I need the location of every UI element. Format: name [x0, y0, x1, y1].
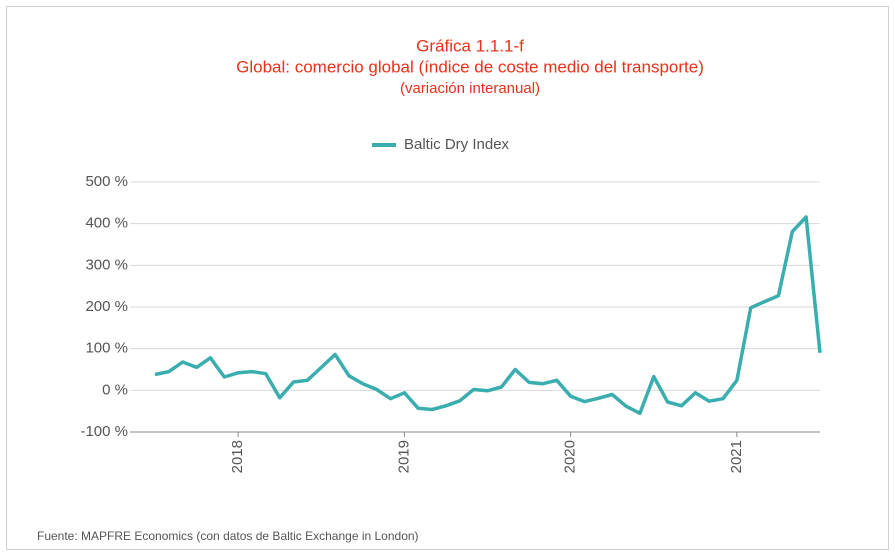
y-tick-label: 100 % [85, 340, 128, 357]
frame [6, 6, 889, 550]
x-tick-label: 2018 [229, 440, 246, 473]
chart-subtitle: (variación interanual) [400, 80, 540, 97]
chart-subtitle: Global: comercio global (índice de coste… [236, 57, 704, 76]
data-line [154, 215, 822, 416]
y-tick-label: -100 % [80, 423, 128, 440]
x-tick-label: 2021 [728, 440, 745, 473]
x-tick-label: 2020 [562, 440, 579, 473]
legend-label: Baltic Dry Index [404, 136, 510, 153]
y-tick-label: 300 % [85, 256, 128, 273]
source-note: Fuente: MAPFRE Economics (con datos de B… [37, 529, 419, 543]
y-tick-label: 500 % [85, 173, 128, 190]
chart-title: Gráfica 1.1.1-f [416, 36, 524, 55]
y-tick-label: 400 % [85, 215, 128, 232]
x-tick-label: 2019 [395, 440, 412, 473]
y-tick-label: 0 % [102, 381, 128, 398]
y-tick-label: 200 % [85, 298, 128, 315]
